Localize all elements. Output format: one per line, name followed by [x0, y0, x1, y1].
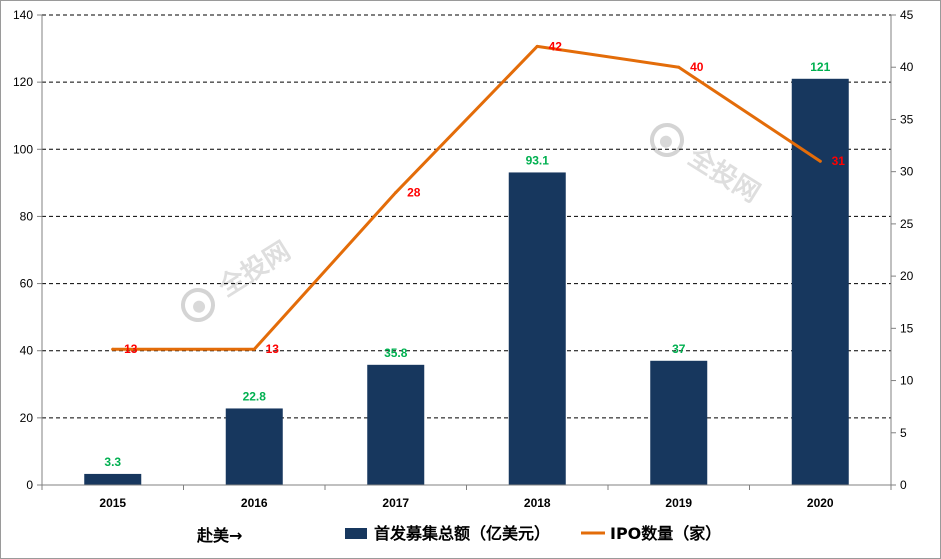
- x-tick-label: 2015: [99, 496, 126, 510]
- bar: [225, 408, 283, 485]
- legend: 赴美→ 首发募集总额（亿美元） IPO数量（家）: [196, 524, 721, 545]
- x-tick-label: 2017: [382, 496, 409, 510]
- watermark-text-1: 全投网: [212, 235, 295, 303]
- line-point: [818, 159, 822, 163]
- bar-data-label: 93.1: [526, 153, 550, 167]
- y-left-tick-label: 100: [13, 142, 33, 156]
- bar-data-label: 3.3: [104, 455, 121, 469]
- bar-data-label: 22.8: [243, 389, 267, 403]
- line-data-label: 13: [266, 342, 280, 356]
- gridlines: [42, 14, 891, 419]
- y-right-tick-label: 0: [900, 478, 907, 492]
- line-point: [252, 347, 256, 351]
- y-right-tick-label: 20: [900, 269, 914, 283]
- ipo-count-line: [111, 44, 822, 351]
- line-data-label: 42: [549, 39, 563, 53]
- bar-data-label: 37: [672, 342, 686, 356]
- bar: [84, 473, 142, 485]
- y-right-tick-label: 40: [900, 60, 914, 74]
- y-left-tick-label: 0: [26, 478, 33, 492]
- y-left-tick-label: 20: [20, 411, 34, 425]
- y-left-tick-label: 80: [20, 209, 34, 223]
- axes: 0 20 40 60 80 100 120 140 0 5 10 15 20 25 30 35 40 45 2015…: [13, 8, 914, 510]
- bar: [508, 172, 566, 485]
- legend-bar-label: 首发募集总额（亿美元）: [374, 524, 550, 543]
- line-data-label: 31: [832, 154, 846, 168]
- bar: [650, 360, 708, 485]
- data-labels: 3.3 22.8 35.8 93.1 37 121 13 13 28 42 40 31: [104, 39, 845, 469]
- y-right-tick-label: 25: [900, 217, 914, 231]
- y-left-tick-label: 40: [20, 344, 34, 358]
- line-point: [535, 44, 539, 48]
- y-right-tick-label: 10: [900, 374, 914, 388]
- bar-data-label: 121: [810, 60, 830, 74]
- y-left-tick-label: 140: [13, 8, 33, 22]
- legend-bar-swatch: [345, 528, 367, 539]
- bar-series: [84, 78, 849, 486]
- watermark-logo-2: 全投网: [650, 123, 765, 209]
- y-right-tick-label: 5: [900, 426, 907, 440]
- line-point: [111, 347, 115, 351]
- line-point: [677, 65, 681, 69]
- x-tick-label: 2018: [524, 496, 551, 510]
- line-data-label: 40: [690, 60, 704, 74]
- legend-line-label: IPO数量（家）: [610, 524, 721, 543]
- y-right-tick-label: 15: [900, 321, 914, 335]
- x-tick-label: 2016: [241, 496, 268, 510]
- y-left-tick-label: 120: [13, 75, 33, 89]
- y-right-tick-label: 35: [900, 112, 914, 126]
- footer-note: 赴美→: [196, 526, 242, 545]
- line-data-label: 28: [407, 186, 421, 200]
- bar: [791, 78, 849, 486]
- bar-data-label: 35.8: [384, 346, 408, 360]
- y-right-tick-label: 45: [900, 8, 914, 22]
- line-data-label: 13: [124, 342, 138, 356]
- bar: [367, 364, 425, 485]
- line-point: [394, 191, 398, 195]
- line-series: [111, 44, 822, 351]
- watermark-logo-1: 全投网: [181, 235, 296, 322]
- watermark-text-2: 全投网: [682, 141, 765, 209]
- y-left-tick-label: 60: [20, 277, 34, 291]
- x-tick-label: 2019: [665, 496, 692, 510]
- x-tick-label: 2020: [807, 496, 834, 510]
- y-right-tick-label: 30: [900, 165, 914, 179]
